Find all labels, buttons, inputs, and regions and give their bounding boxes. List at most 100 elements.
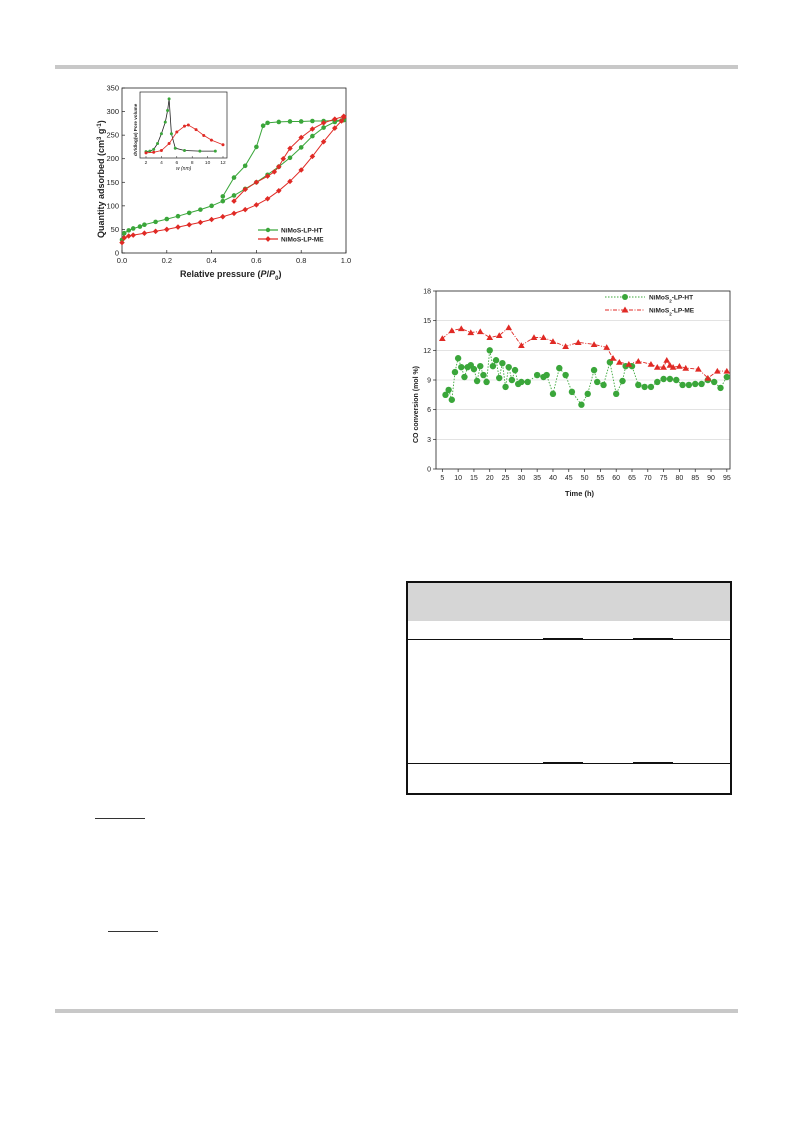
co-point — [666, 361, 674, 368]
x-tick-label: 0.6 — [251, 256, 261, 265]
co-point — [634, 358, 642, 364]
inset-point — [152, 147, 156, 151]
legend-marker-ht — [265, 227, 271, 233]
inset-frame — [139, 91, 228, 159]
co-point — [533, 371, 541, 379]
co-point — [685, 381, 693, 389]
isotherm-point — [130, 226, 136, 231]
legend-marker-me2 — [621, 306, 629, 313]
co-point — [556, 364, 563, 372]
co-point — [524, 378, 531, 386]
isotherm-legend: NiMoS-LP-HT NiMoS-LP-ME — [258, 228, 324, 244]
y-tick-label: 100 — [106, 201, 119, 210]
x-tick-label: 15 — [470, 475, 478, 482]
co-point — [502, 383, 509, 391]
co-point — [654, 378, 661, 386]
co-point — [568, 388, 576, 396]
co-point — [692, 380, 699, 388]
co-point — [609, 355, 617, 361]
x-tick-label: 5 — [440, 475, 444, 482]
co-point — [543, 371, 550, 379]
y-tick-label: 0 — [427, 467, 431, 474]
header-rule — [55, 65, 738, 69]
co-point — [673, 376, 680, 384]
inset-point — [163, 120, 167, 124]
inset-point — [183, 149, 186, 153]
isotherm-point — [152, 228, 159, 235]
co-point — [489, 362, 497, 370]
inset-point — [221, 143, 225, 147]
y-tick-label: 150 — [106, 178, 119, 187]
inset-x-tick-label: 10 — [205, 160, 211, 166]
y-tick-label: 12 — [423, 348, 431, 355]
inset-point — [183, 124, 186, 128]
co-point — [590, 341, 598, 347]
x-tick-label: 95 — [723, 475, 731, 482]
co-point — [470, 365, 478, 373]
x-tick-label: 35 — [533, 475, 541, 482]
inset-point — [186, 123, 190, 127]
co-point — [647, 383, 655, 391]
inset-point — [213, 149, 217, 153]
inset-x-tick-label: 6 — [175, 160, 178, 166]
isotherm-point — [197, 219, 204, 226]
isotherm-point — [164, 216, 170, 222]
co-point — [723, 367, 731, 374]
isotherm-point — [220, 213, 226, 220]
isotherm-point — [264, 173, 271, 179]
co-point — [517, 342, 525, 348]
co-point — [717, 384, 724, 392]
co-point — [486, 347, 493, 354]
co-point — [508, 376, 516, 384]
table-header-band — [408, 583, 730, 621]
inset-point — [159, 132, 163, 136]
x-tick-label: 45 — [565, 475, 573, 482]
co-point — [704, 374, 712, 381]
co-point — [505, 324, 513, 331]
isotherm-point — [310, 133, 315, 139]
isotherm-point — [186, 210, 192, 216]
co-point — [612, 390, 620, 398]
co-x-label: Time (h) — [565, 489, 595, 498]
inset-x-label: w (nm) — [176, 166, 192, 172]
co-point — [549, 390, 557, 398]
isotherm-point — [320, 138, 327, 145]
co-point — [467, 329, 475, 336]
co-point — [682, 364, 690, 371]
co-point — [540, 334, 547, 341]
isotherm-y-label: Quantity adsorbed (cm3 g-1) — [96, 120, 106, 238]
co-point — [549, 338, 557, 344]
co-point — [477, 362, 484, 370]
co-point — [492, 357, 500, 364]
x-tick-label: 40 — [549, 475, 557, 482]
inset-point — [156, 142, 160, 146]
co-y-label: CO conversion (mol %) — [413, 366, 420, 443]
x-tick-label: 1.0 — [341, 256, 351, 265]
co-point — [445, 386, 452, 394]
inset-point — [148, 149, 152, 153]
co-point — [451, 368, 459, 376]
inset-x-tick-label: 4 — [160, 160, 163, 166]
isotherm-point — [208, 216, 215, 223]
co-point — [615, 359, 623, 365]
inset-y-label: dV/dlog(w) Pore volume — [133, 103, 138, 156]
y-tick-label: 200 — [106, 154, 119, 163]
footer-rule — [55, 1009, 738, 1013]
y-tick-label: 15 — [423, 318, 431, 325]
y-tick-label: 3 — [427, 437, 431, 444]
isotherm-point — [153, 219, 158, 225]
inset-point — [175, 130, 179, 134]
co-point — [594, 378, 601, 386]
x-tick-label: 50 — [581, 475, 589, 482]
co-point — [448, 327, 456, 334]
isotherm-point — [209, 203, 214, 209]
x-tick-label: 85 — [691, 475, 699, 482]
co-point — [710, 378, 718, 386]
x-tick-label: 75 — [660, 475, 668, 482]
isotherm-point — [137, 224, 143, 229]
inset-point — [202, 133, 206, 137]
inset-point — [167, 97, 171, 101]
isotherm-point — [121, 230, 127, 236]
legend-label-ht: NiMoS-LP-HT — [281, 228, 323, 235]
co-point — [518, 378, 525, 386]
